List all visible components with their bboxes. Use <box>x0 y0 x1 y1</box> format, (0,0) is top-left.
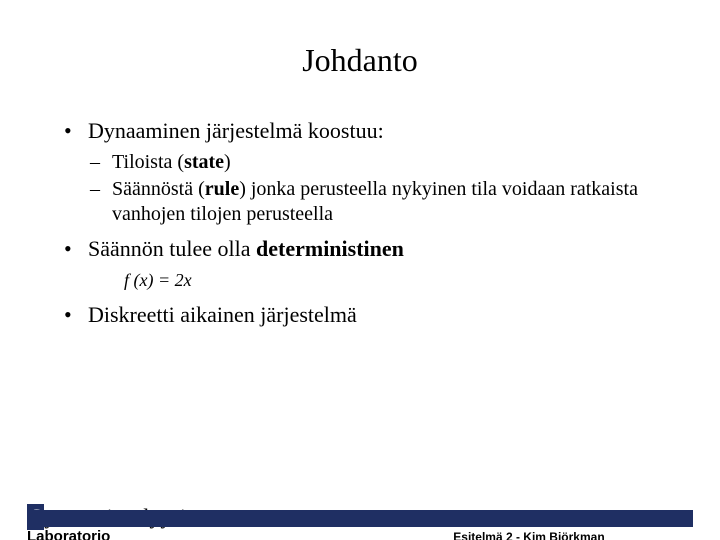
b1s1-pre: Tiloista ( <box>112 151 184 173</box>
bullet-1-sublist: Tiloista (state) Säännöstä (rule) jonka … <box>88 150 660 227</box>
bullet-2: Säännön tulee olla deterministinen <box>60 235 660 264</box>
footer-right-line1: Esitelmä 2 - Kim Björkman <box>453 530 688 540</box>
slide-content: Dynaaminen järjestelmä koostuu: Tiloista… <box>0 89 720 329</box>
footer-bar <box>27 510 693 527</box>
footer-right: Esitelmä 2 - Kim Björkman Optimointiopin… <box>453 530 688 540</box>
b1s2-pre: Säännöstä ( <box>112 178 205 200</box>
b2-pre: Säännön tulee olla <box>88 236 256 261</box>
bullet-1-sub-2: Säännöstä (rule) jonka perusteella nykyi… <box>88 177 660 227</box>
bullet-1-sub-1: Tiloista (state) <box>88 150 660 175</box>
b1s1-bold: state <box>184 151 224 173</box>
bullet-3-text: Diskreetti aikainen järjestelmä <box>88 302 357 327</box>
bullet-list: Dynaaminen järjestelmä koostuu: Tiloista… <box>60 117 660 263</box>
b1s1-post: ) <box>224 151 231 173</box>
formula: f (x) = 2x <box>60 269 660 292</box>
bullet-3: Diskreetti aikainen järjestelmä <box>60 301 660 330</box>
footer-lab: Laboratorio <box>27 528 110 540</box>
bullet-list-2: Diskreetti aikainen järjestelmä <box>60 301 660 330</box>
b2-bold: deterministinen <box>256 236 404 261</box>
bullet-1-text: Dynaaminen järjestelmä koostuu: <box>88 118 384 143</box>
bullet-1: Dynaaminen järjestelmä koostuu: Tiloista… <box>60 117 660 227</box>
slide: Johdanto Dynaaminen järjestelmä koostuu:… <box>0 0 720 540</box>
slide-title: Johdanto <box>0 0 720 89</box>
b1s2-bold: rule <box>205 178 239 200</box>
